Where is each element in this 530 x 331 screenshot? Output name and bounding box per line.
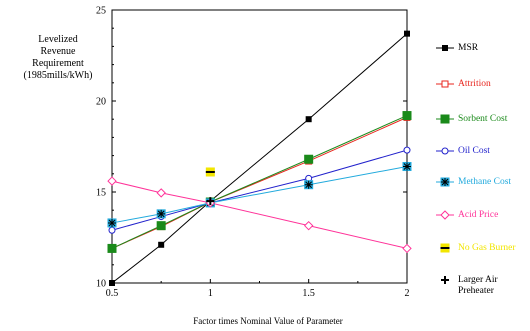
data-point-msr	[404, 30, 410, 37]
data-point-acid-price	[107, 176, 117, 186]
legend-label-methane-cost: Methane Cost	[458, 177, 512, 187]
y-tick-label: 25	[96, 6, 106, 17]
legend-swatch-sorbent-cost	[436, 114, 454, 124]
data-point-methane-cost	[402, 162, 412, 172]
y-tick-label: 20	[96, 97, 106, 108]
data-point-msr	[158, 241, 165, 248]
x-tick-label: 1	[208, 288, 213, 299]
legend-swatch-attrition	[436, 80, 454, 88]
legend-swatch-msr	[436, 45, 454, 51]
series-line-msr	[111, 33, 408, 284]
x-tick-label: 1.5	[302, 288, 315, 299]
data-point-msr	[109, 280, 115, 286]
data-point-acid-price	[402, 243, 412, 254]
legend-label-msr: MSR	[458, 43, 479, 53]
data-point-sorbent-cost	[107, 243, 117, 253]
legend-label-no-gas-burner: No Gas Burner	[458, 243, 516, 253]
data-point-oil-cost	[108, 226, 116, 234]
legend-swatch-acid-price	[436, 210, 454, 220]
data-point-msr	[305, 116, 312, 123]
y-axis-label-line: Revenue	[40, 46, 76, 57]
y-axis-label-line: Requirement	[32, 58, 84, 69]
data-point-acid-price	[303, 220, 314, 231]
data-point-sorbent-cost	[402, 111, 412, 121]
legend-item-larger-air-preheater: Larger Air Preheater	[436, 275, 518, 297]
legend-item-oil-cost: Oil Cost	[436, 146, 490, 157]
y-tick-label: 10	[96, 279, 106, 290]
legend-item-no-gas-burner: No Gas Burner	[436, 243, 516, 254]
legend-label-attrition: Attrition	[458, 79, 491, 89]
data-point-larger-air-preheater	[206, 197, 215, 206]
data-point-methane-cost	[156, 209, 166, 219]
legend-swatch-larger-air-preheater	[441, 276, 449, 284]
y-tick-label: 15	[96, 188, 106, 199]
data-point-methane-cost	[107, 218, 117, 228]
legend-label-sorbent-cost: Sorbent Cost	[458, 114, 508, 124]
legend-item-acid-price: Acid Price	[436, 210, 498, 221]
legend-item-msr: MSR	[436, 43, 478, 54]
data-point-oil-cost	[403, 146, 411, 154]
legend-swatch-methane-cost	[436, 177, 454, 187]
legend-swatch-oil-cost	[436, 147, 454, 155]
x-tick-label: 0.5	[106, 288, 119, 299]
data-point-no-gas-burner	[205, 167, 215, 177]
y-axis-label-line: (1985mills/kWh)	[23, 70, 93, 81]
x-axis-label: Factor times Nominal Value of Parameter	[193, 316, 343, 326]
series-line-oil-cost	[111, 149, 408, 231]
legend-label-oil-cost: Oil Cost	[458, 146, 490, 156]
legend-label-larger-air-preheater: Larger Air Preheater	[458, 275, 498, 296]
legend-item-attrition: Attrition	[436, 79, 491, 90]
y-axis-label: Levelized Revenue Requirement (1985mills…	[2, 34, 114, 82]
series-line-attrition	[111, 116, 408, 249]
legend-swatch-no-gas-burner	[440, 243, 450, 253]
legend-label-acid-price: Acid Price	[458, 210, 499, 220]
data-point-sorbent-cost	[304, 154, 314, 164]
plot-frame	[111, 9, 408, 284]
data-point-sorbent-cost	[156, 221, 166, 231]
data-point-methane-cost	[304, 180, 314, 190]
legend-item-methane-cost: Methane Cost	[436, 177, 511, 188]
x-tick-label: 2	[405, 288, 410, 299]
legend-item-sorbent-cost: Sorbent Cost	[436, 114, 507, 125]
data-point-acid-price	[156, 188, 166, 198]
y-axis-label-line: Levelized	[38, 34, 78, 45]
